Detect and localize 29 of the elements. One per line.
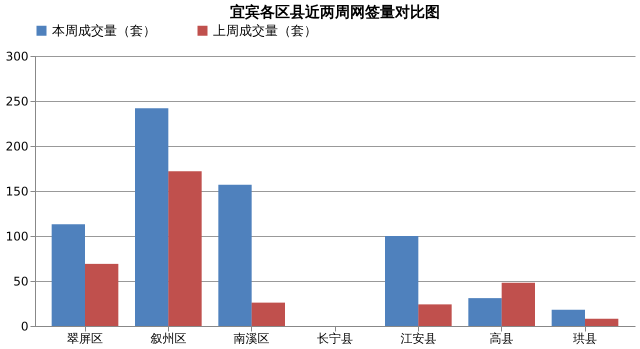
bar [385,236,418,326]
legend-label: 本周成交量（套） [52,22,156,39]
legend-label: 上周成交量（套） [213,22,317,39]
x-tick-label: 翠屏区 [67,332,103,346]
x-tick-label: 高县 [490,332,514,346]
x-tick-label: 江安县 [400,332,436,346]
bar [468,298,502,326]
bar [52,224,85,326]
bar [252,302,285,326]
y-tick-label: 150 [6,184,28,198]
y-tick-label: 300 [6,50,28,64]
bar [552,310,585,326]
x-tick-label: 叙州区 [150,332,186,346]
x-tick-label: 长宁县 [317,332,353,346]
bar [418,304,452,326]
x-tick-label: 南溪区 [234,332,270,346]
bar [135,108,168,326]
bar [85,264,118,326]
y-tick-label: 250 [6,94,28,108]
x-tick-label: 珙县 [573,332,597,346]
y-tick-label: 50 [13,274,28,288]
y-tick-label: 0 [20,320,28,334]
bar [168,171,202,326]
bar [585,318,618,326]
y-tick-label: 200 [6,140,28,154]
y-tick-label: 100 [6,230,28,244]
bar [218,184,252,326]
chart-title: 宜宾各区县近两周网签量对比图 [230,3,440,21]
bar [502,282,535,326]
